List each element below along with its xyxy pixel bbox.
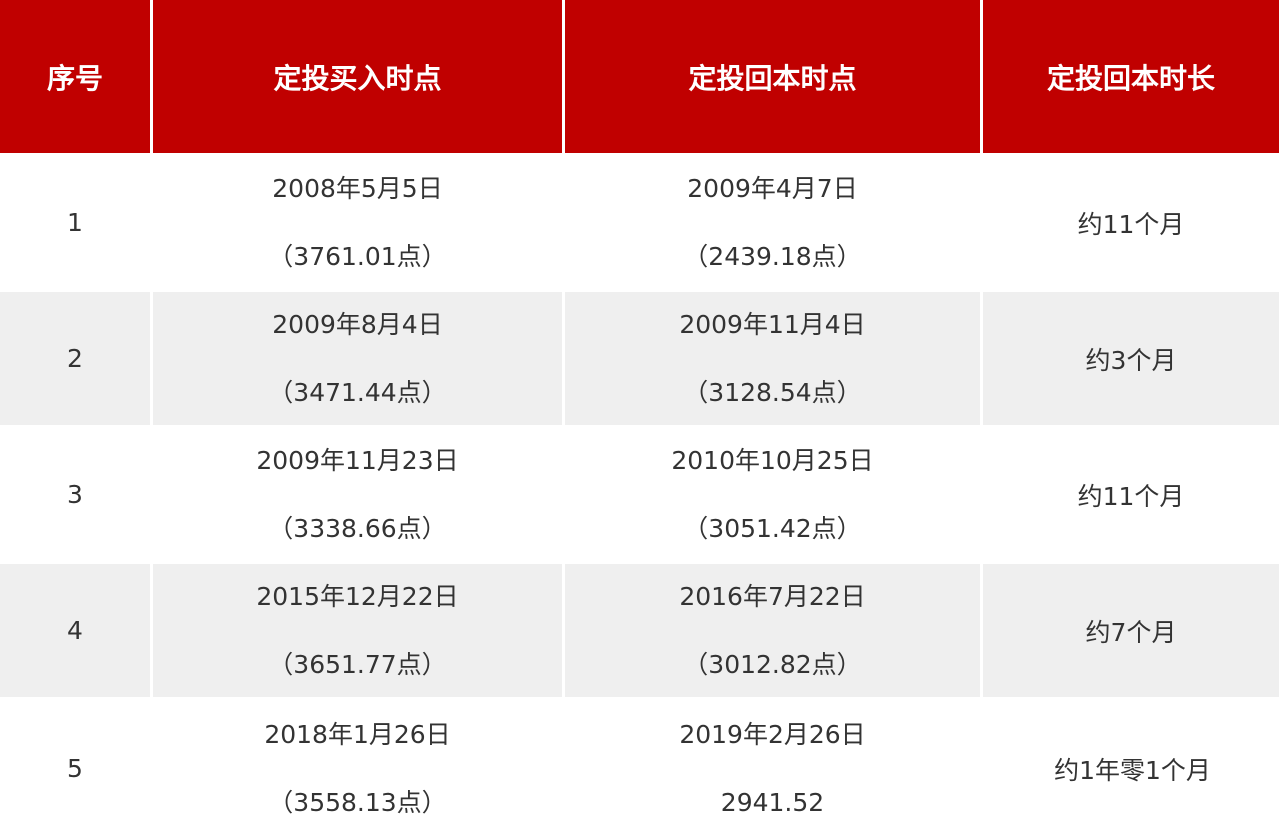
row-1-recover-point: （2439.18点） xyxy=(683,241,862,271)
row-2-recover-point: （3128.54点） xyxy=(683,377,862,407)
row-1-recover-date: 2009年4月7日 xyxy=(687,173,858,203)
row-2-recover: 2009年11月4日 （3128.54点） xyxy=(565,292,983,428)
header-index: 序号 xyxy=(0,0,153,156)
row-1-buy-date: 2008年5月5日 xyxy=(272,173,443,203)
row-3-buy-date: 2009年11月23日 xyxy=(256,445,459,475)
row-5-recover: 2019年2月26日 2941.52 xyxy=(565,700,983,840)
row-2-buy-point: （3471.44点） xyxy=(268,377,447,407)
row-4-recover: 2016年7月22日 （3012.82点） xyxy=(565,564,983,700)
row-1-buy-point: （3761.01点） xyxy=(268,241,447,271)
row-5-buy-date: 2018年1月26日 xyxy=(264,719,451,749)
row-1-duration: 约11个月 xyxy=(983,156,1282,292)
row-5-recover-date: 2019年2月26日 xyxy=(679,719,866,749)
row-4-recover-date: 2016年7月22日 xyxy=(679,581,866,611)
row-3-buy-point: （3338.66点） xyxy=(268,513,447,543)
row-1-recover: 2009年4月7日 （2439.18点） xyxy=(565,156,983,292)
header-recover-time: 定投回本时点 xyxy=(565,0,983,156)
row-5-buy-point: （3558.13点） xyxy=(268,787,447,817)
row-3-duration: 约11个月 xyxy=(983,428,1282,564)
row-3-recover-point: （3051.42点） xyxy=(683,513,862,543)
row-4-recover-point: （3012.82点） xyxy=(683,649,862,679)
row-4-index: 4 xyxy=(0,564,153,700)
row-4-buy-date: 2015年12月22日 xyxy=(256,581,459,611)
row-2-index: 2 xyxy=(0,292,153,428)
row-2-buy: 2009年8月4日 （3471.44点） xyxy=(153,292,565,428)
row-3-buy: 2009年11月23日 （3338.66点） xyxy=(153,428,565,564)
row-5-buy: 2018年1月26日 （3558.13点） xyxy=(153,700,565,840)
header-recover-duration: 定投回本时长 xyxy=(983,0,1282,156)
row-4-buy: 2015年12月22日 （3651.77点） xyxy=(153,564,565,700)
row-2-duration: 约3个月 xyxy=(983,292,1282,428)
row-3-index: 3 xyxy=(0,428,153,564)
row-1-buy: 2008年5月5日 （3761.01点） xyxy=(153,156,565,292)
row-3-recover-date: 2010年10月25日 xyxy=(671,445,874,475)
header-buy-time: 定投买入时点 xyxy=(153,0,565,156)
row-2-recover-date: 2009年11月4日 xyxy=(679,309,866,339)
row-1-index: 1 xyxy=(0,156,153,292)
row-2-buy-date: 2009年8月4日 xyxy=(272,309,443,339)
row-5-duration: 约1年零1个月 xyxy=(983,700,1282,840)
row-5-index: 5 xyxy=(0,700,153,840)
row-4-buy-point: （3651.77点） xyxy=(268,649,447,679)
row-5-recover-point: 2941.52 xyxy=(720,787,825,817)
row-3-recover: 2010年10月25日 （3051.42点） xyxy=(565,428,983,564)
row-4-duration: 约7个月 xyxy=(983,564,1282,700)
